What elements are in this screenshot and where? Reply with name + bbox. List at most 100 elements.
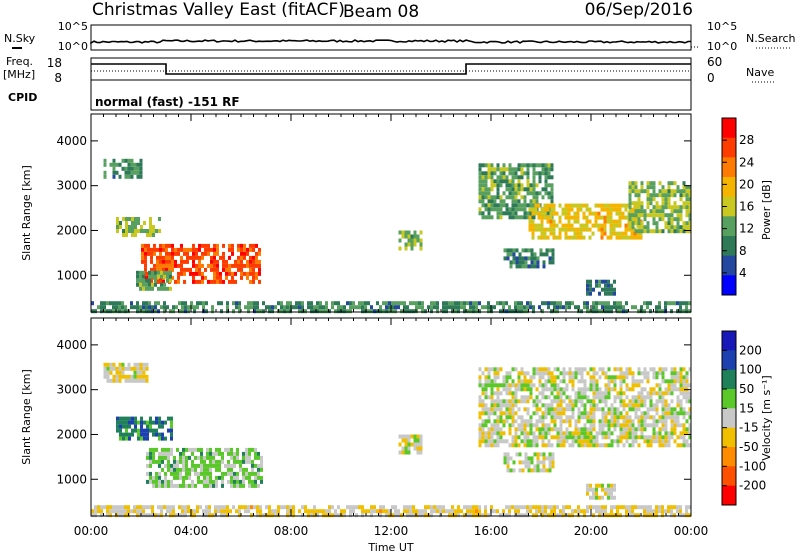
- heatmap-cell: [158, 451, 161, 456]
- heatmap-cell: [227, 451, 230, 456]
- heatmap-cell: [208, 513, 211, 518]
- heatmap-cell: [679, 403, 683, 408]
- heatmap-cell: [514, 505, 517, 510]
- heatmap-cell: [249, 243, 252, 248]
- heatmap-cell: [125, 233, 128, 237]
- heatmap-cell: [358, 505, 361, 510]
- heatmap-cell: [583, 411, 587, 416]
- heatmap-cell: [109, 513, 112, 518]
- heatmap-cell: [685, 427, 689, 432]
- heatmap-cell: [577, 509, 580, 514]
- heatmap-cell: [460, 509, 463, 514]
- heatmap-cell: [170, 479, 173, 484]
- heatmap-cell: [527, 456, 531, 461]
- heatmap-cell: [640, 419, 644, 424]
- heatmap-cell: [198, 255, 201, 260]
- heatmap-cell: [523, 513, 526, 518]
- heatmap-cell: [152, 447, 155, 452]
- heatmap-cell: [679, 443, 683, 448]
- heatmap-cell: [546, 207, 550, 212]
- heatmap-cell: [619, 427, 623, 432]
- heatmap-cell: [544, 431, 548, 436]
- heatmap-cell: [655, 509, 658, 514]
- heatmap-cell: [445, 509, 448, 514]
- heatmap-cell: [531, 231, 535, 236]
- heatmap-cell: [133, 362, 137, 367]
- heatmap-cell: [541, 171, 545, 176]
- heatmap-cell: [517, 379, 521, 384]
- heatmap-cell: [664, 427, 668, 432]
- heatmap-cell: [547, 407, 551, 412]
- heatmap-cell: [205, 505, 208, 510]
- heatmap-cell: [493, 431, 497, 436]
- heatmap-cell: [633, 235, 637, 240]
- heatmap-cell: [394, 301, 397, 306]
- heatmap-cell: [592, 309, 595, 314]
- heatmap-cell: [484, 509, 487, 514]
- heatmap-cell: [310, 305, 313, 310]
- heatmap-cell: [337, 305, 340, 310]
- heatmap-cell: [571, 383, 575, 388]
- heatmap-cell: [601, 279, 604, 284]
- heatmap-cell: [487, 435, 491, 440]
- heatmap-cell: [481, 195, 485, 200]
- heatmap-cell: [253, 309, 256, 314]
- heatmap-cell: [592, 399, 596, 404]
- heatmap-cell: [156, 255, 159, 260]
- heatmap-cell: [133, 162, 137, 167]
- heatmap-cell: [550, 371, 554, 376]
- heatmap-cell: [236, 483, 239, 488]
- heatmap-cell: [252, 275, 255, 280]
- heatmap-cell: [136, 301, 139, 306]
- heatmap-cell: [231, 247, 234, 252]
- heatmap-cell: [511, 207, 515, 212]
- heatmap-cell: [517, 387, 521, 392]
- heatmap-cell: [149, 447, 152, 452]
- heatmap-cell: [586, 509, 589, 514]
- heatmap-cell: [245, 459, 248, 464]
- heatmap-cell: [543, 215, 547, 220]
- heatmap-cell: [511, 215, 515, 220]
- heatmap-cell: [413, 446, 417, 451]
- heatmap-cell: [550, 505, 553, 510]
- heatmap-cell: [433, 305, 436, 310]
- heatmap-cell: [218, 467, 221, 472]
- heatmap-cell: [613, 399, 617, 404]
- colorbar-tick-label: -15: [739, 421, 759, 435]
- heatmap-cell: [416, 234, 420, 239]
- heatmap-cell: [448, 305, 451, 310]
- heatmap-cell: [454, 509, 457, 514]
- heatmap-cell: [141, 259, 144, 264]
- heatmap-cell: [523, 423, 527, 428]
- heatmap-cell: [109, 378, 113, 383]
- heatmap-cell: [254, 479, 257, 484]
- heatmap-cell: [146, 233, 149, 237]
- heatmap-cell: [544, 175, 548, 180]
- heatmap-cell: [664, 301, 667, 306]
- heatmap-cell: [218, 463, 221, 468]
- heatmap-cell: [152, 451, 155, 456]
- heatmap-cell: [215, 463, 218, 468]
- heatmap-cell: [541, 439, 545, 444]
- heatmap-cell: [170, 424, 173, 429]
- heatmap-cell: [646, 509, 649, 514]
- heatmap-cell: [655, 371, 659, 376]
- heatmap-cell: [636, 235, 640, 240]
- heatmap-cell: [237, 267, 240, 272]
- heatmap-cell: [544, 443, 548, 448]
- heatmap-cell: [248, 447, 251, 452]
- heatmap-cell: [520, 305, 523, 310]
- heatmap-cell: [531, 207, 535, 212]
- heatmap-cell: [532, 383, 536, 388]
- heatmap-cell: [649, 181, 653, 186]
- heatmap-cell: [164, 479, 167, 484]
- heatmap-cell: [574, 403, 578, 408]
- heatmap-cell: [151, 513, 154, 518]
- heatmap-cell: [556, 383, 560, 388]
- heatmap-cell: [216, 267, 219, 272]
- heatmap-cell: [688, 213, 692, 218]
- heatmap-cell: [568, 513, 571, 518]
- heatmap-cell: [574, 305, 577, 310]
- heatmap-cell: [187, 305, 190, 310]
- heatmap-cell: [169, 270, 172, 275]
